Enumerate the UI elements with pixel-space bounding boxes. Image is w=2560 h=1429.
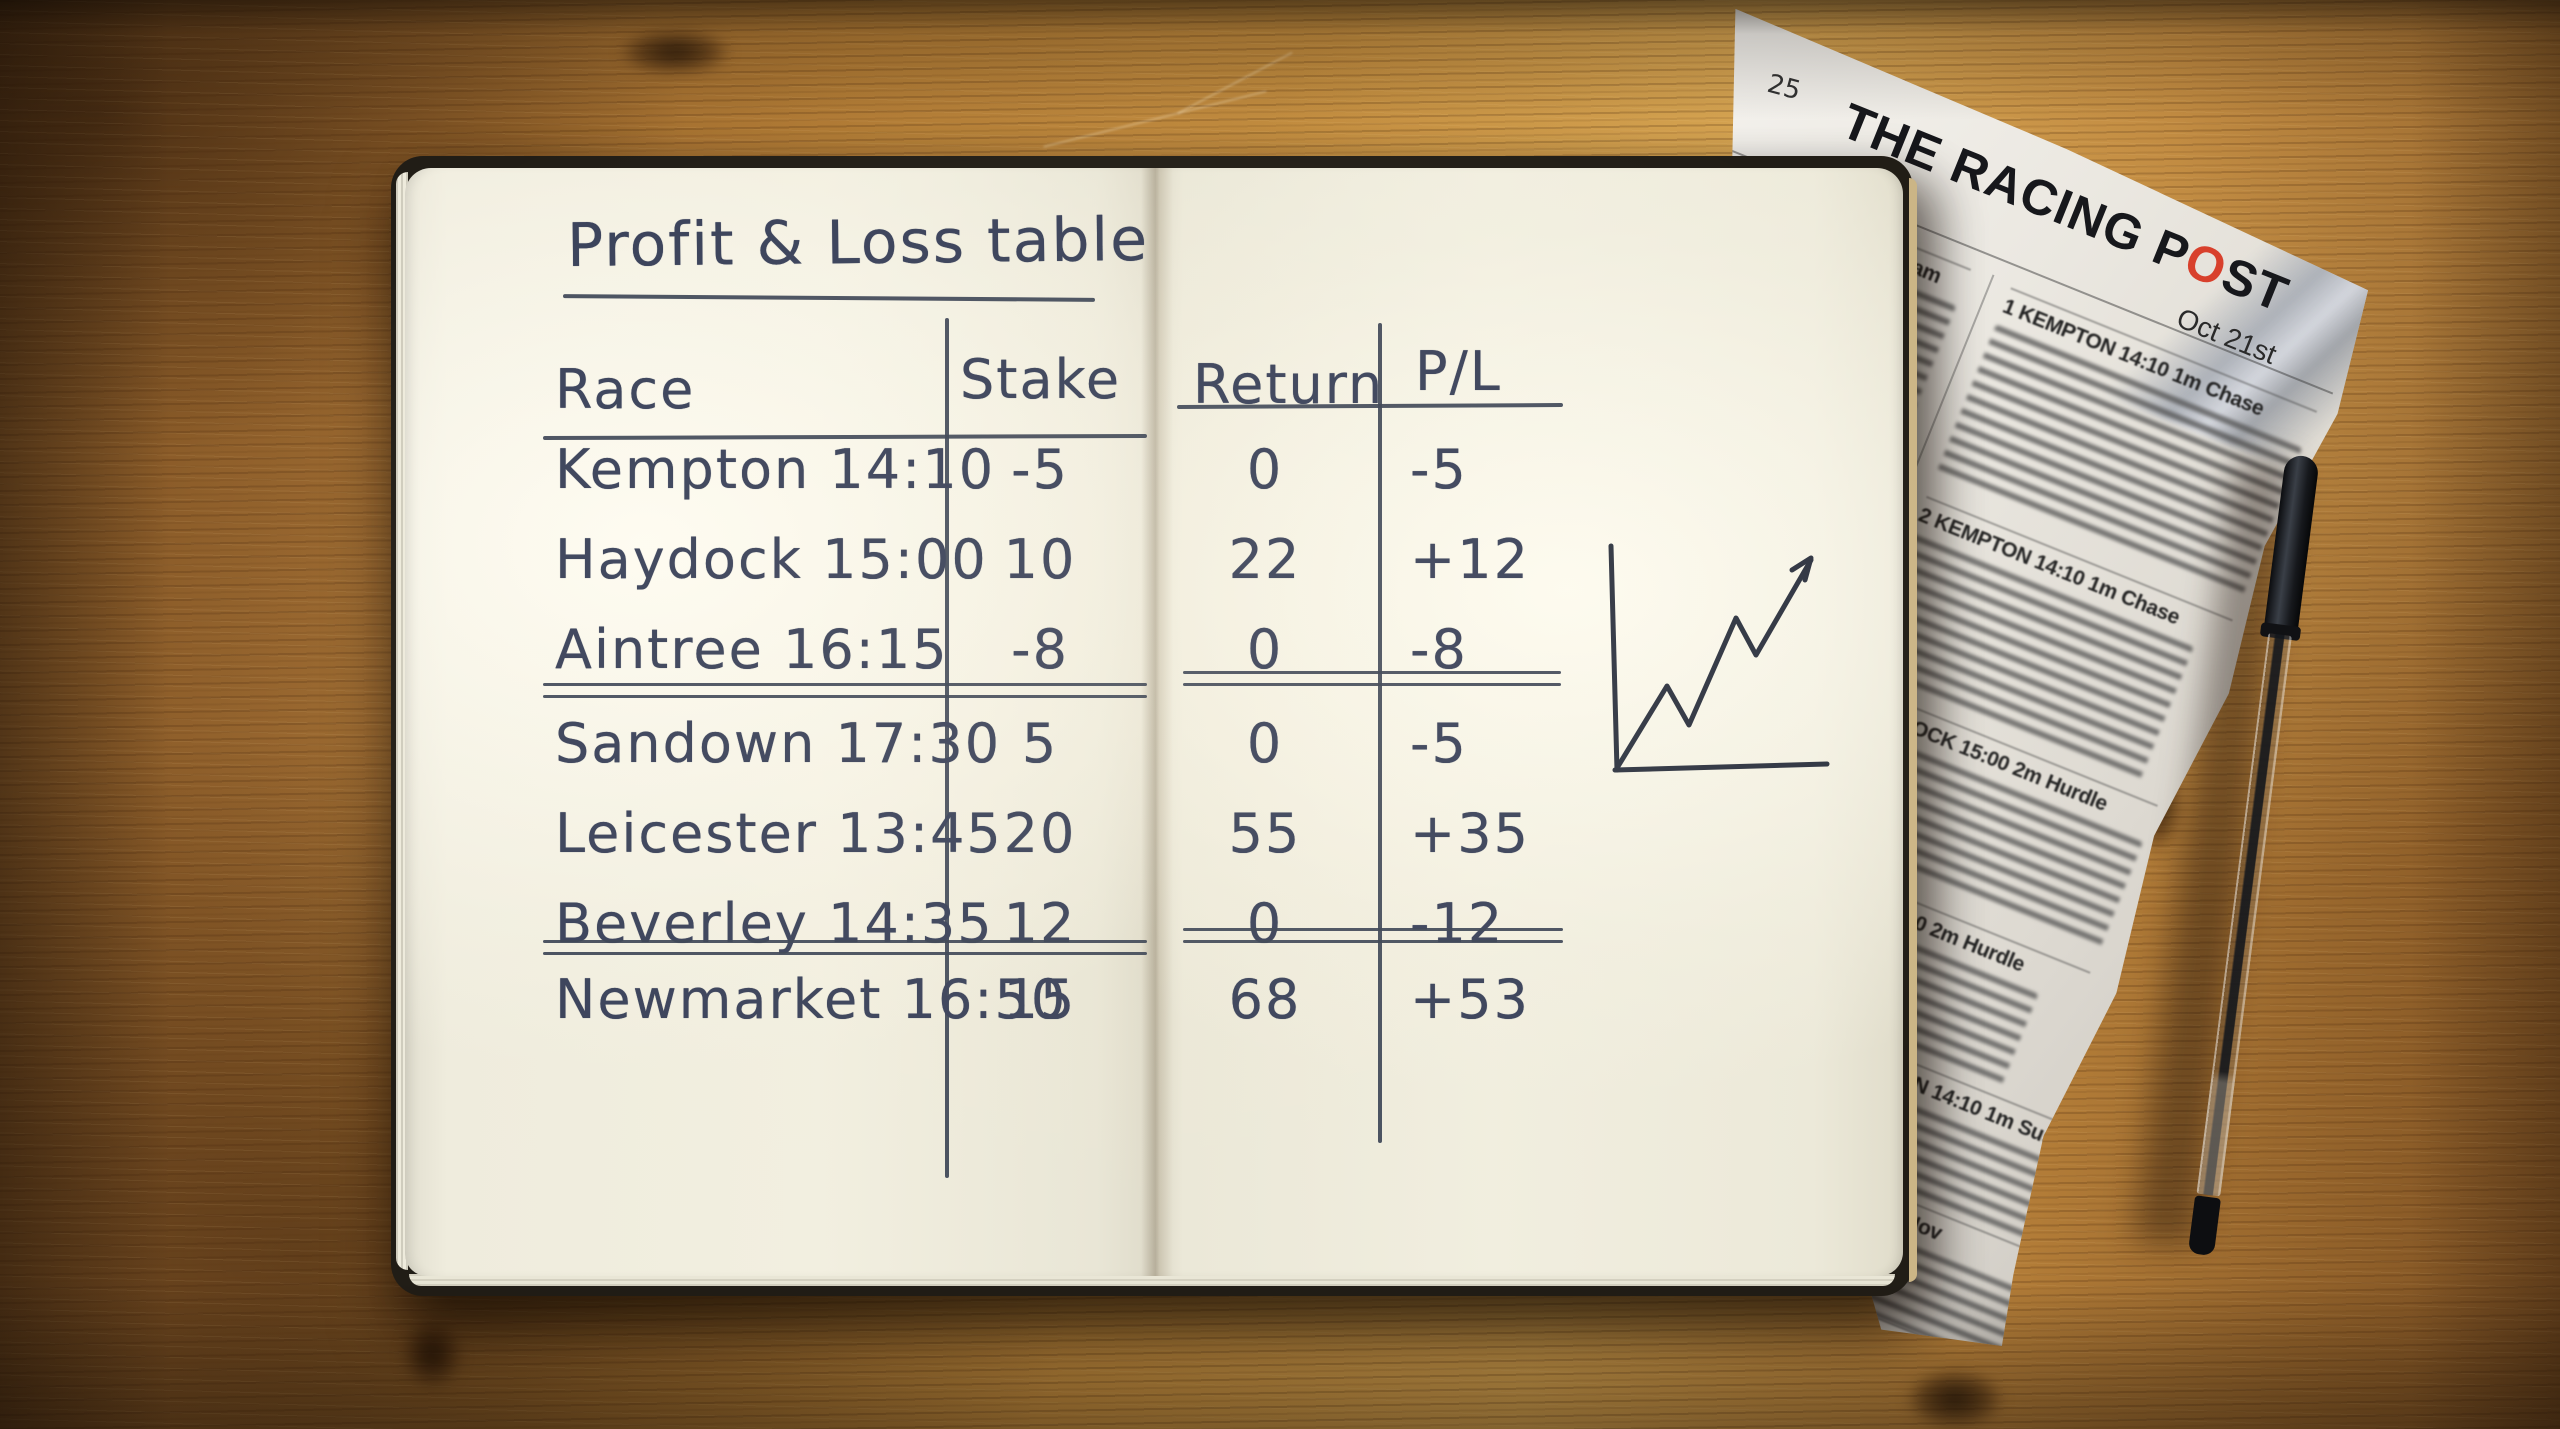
double-rule [543,695,1147,698]
stake-cell: 10 [1003,528,1077,591]
sketch-x-axis [1612,761,1830,773]
stake-cell: 5 [1021,712,1059,775]
pen-end-plug [2187,1195,2221,1257]
wood-knot [600,22,750,82]
stake-cell: 20 [1003,802,1077,865]
race-cell: Newmarket 16:50 [555,968,1068,1031]
column-header-stake: Stake [960,348,1122,411]
stake-cell: -5 [1011,438,1069,501]
double-rule [1183,683,1561,686]
race-cell: Beverley 14:35 [555,892,994,955]
race-cell: Haydock 15:00 [555,528,988,591]
stake-cell: 12 [1003,892,1077,955]
double-rule [543,683,1147,686]
table-row: Newmarket 16:50 15 68 +53 [405,968,1903,1038]
trend-sketch-doodle [1608,543,1830,773]
pl-cell: +35 [1410,802,1530,865]
table-row: Leicester 13:45 20 55 +35 [405,802,1903,872]
return-cell: 22 [1228,528,1302,591]
table-row: Kempton 14:10 -5 0 -5 [405,438,1903,508]
notebook: Profit & Loss table Race Stake Return P/… [391,156,1917,1296]
pl-cell: -12 [1410,892,1505,955]
sketch-zigzag-line [1614,557,1814,771]
page-title: Profit & Loss table [566,204,1150,282]
pl-cell: -5 [1410,438,1468,501]
page-stack-edge-right [1909,178,1917,1282]
double-rule [1183,671,1561,674]
race-cell: Kempton 14:10 [555,438,996,501]
stake-cell: 15 [1003,968,1077,1031]
column-header-pl: P/L [1415,340,1502,403]
return-cell: 68 [1228,968,1302,1031]
return-cell: 55 [1228,802,1302,865]
column-header-race: Race [555,358,696,421]
pl-cell: +53 [1410,968,1530,1031]
sketch-y-axis [1608,543,1620,773]
double-rule [543,952,1147,955]
wood-knot [1890,1360,2020,1429]
pl-cell: +12 [1410,528,1530,591]
double-rule [1183,940,1563,943]
pl-cell: -5 [1410,712,1468,775]
double-rule [543,940,1147,943]
race-cell: Sandown 17:30 [555,712,1002,775]
race-cell: Leicester 13:45 [555,802,1003,865]
race-cell: Aintree 16:15 [555,618,949,681]
return-cell: 0 [1246,892,1284,955]
wood-knot [392,1308,472,1400]
stake-cell: -8 [1011,618,1069,681]
double-rule [1183,928,1563,931]
newspaper-page-number: 25 [1764,68,1804,107]
return-cell: 0 [1246,712,1284,775]
return-cell: 0 [1246,438,1284,501]
